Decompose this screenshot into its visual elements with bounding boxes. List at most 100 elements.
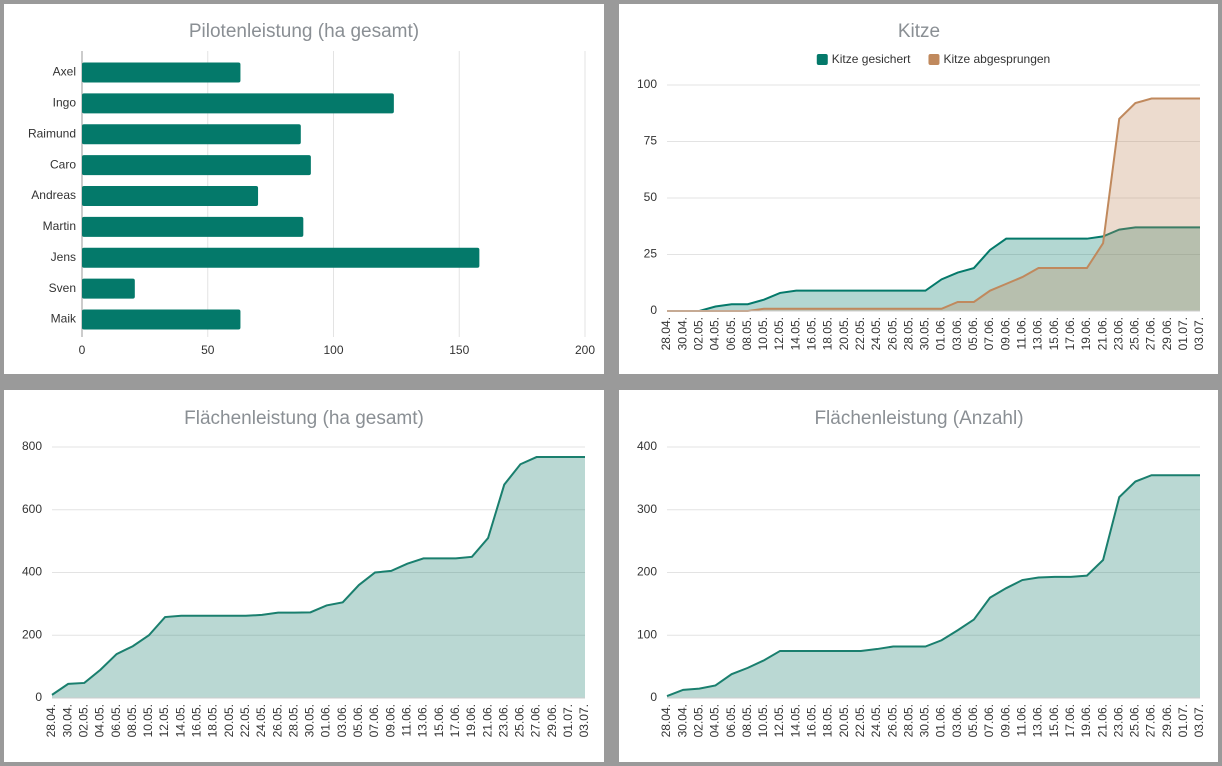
- x-tick-label: 29.06.: [545, 704, 559, 737]
- x-tick-label: 13.06.: [1031, 317, 1045, 350]
- y-tick-label: Axel: [53, 65, 76, 79]
- x-tick-label: 22.05.: [853, 704, 867, 737]
- x-tick-label: 19.06.: [1079, 317, 1093, 350]
- x-tick-label: 11.06.: [400, 704, 414, 736]
- x-tick-label: 18.05.: [821, 704, 835, 737]
- x-tick-label: 02.05.: [691, 317, 705, 350]
- bar: [82, 124, 301, 145]
- x-tick-label: 100: [323, 343, 343, 357]
- legend-label: Kitze gesichert: [832, 52, 911, 66]
- y-tick-label: 75: [644, 134, 658, 148]
- line: [51, 456, 585, 696]
- x-tick-label: 03.06.: [950, 704, 964, 737]
- y-tick-label: 600: [22, 502, 42, 516]
- x-tick-label: 07.06.: [982, 704, 996, 737]
- x-tick-label: 10.05.: [756, 704, 770, 737]
- x-tick-label: 30.04.: [675, 704, 689, 737]
- x-tick-label: 03.07.: [1192, 317, 1206, 350]
- line: [666, 474, 1200, 698]
- x-tick-label: 01.06.: [934, 317, 948, 350]
- x-tick-label: 13.06.: [416, 704, 430, 737]
- x-tick-label: 29.06.: [1160, 704, 1174, 737]
- x-tick-label: 26.05.: [885, 317, 899, 350]
- x-tick-label: 06.05.: [724, 704, 738, 737]
- x-tick-label: 28.05.: [901, 704, 915, 737]
- x-tick-label: 09.06.: [998, 317, 1012, 350]
- x-tick-label: 150: [449, 343, 469, 357]
- x-tick-label: 28.04.: [44, 704, 58, 737]
- x-tick-label: 26.05.: [270, 704, 284, 737]
- x-tick-label: 30.04.: [675, 317, 689, 350]
- x-tick-label: 14.05.: [788, 317, 802, 350]
- x-tick-label: 13.06.: [1031, 704, 1045, 737]
- x-tick-label: 27.06.: [529, 704, 543, 737]
- x-tick-label: 07.06.: [367, 704, 381, 737]
- y-tick-label: Sven: [49, 281, 76, 295]
- y-tick-label: 0: [35, 690, 42, 704]
- x-tick-label: 28.04.: [659, 704, 673, 737]
- x-tick-label: 01.07.: [561, 704, 575, 737]
- x-tick-label: 200: [575, 343, 595, 357]
- x-tick-label: 28.05.: [286, 704, 300, 737]
- x-tick-label: 18.05.: [821, 317, 835, 350]
- x-tick-label: 01.06.: [319, 704, 333, 737]
- y-tick-label: 400: [22, 565, 42, 579]
- y-tick-label: Ingo: [53, 96, 77, 110]
- x-tick-label: 17.06.: [448, 704, 462, 737]
- y-tick-label: Raimund: [28, 126, 76, 140]
- x-tick-label: 30.05.: [303, 704, 317, 737]
- x-tick-label: 15.06.: [432, 704, 446, 737]
- x-tick-label: 22.05.: [238, 704, 252, 737]
- x-tick-label: 21.06.: [1095, 317, 1109, 350]
- x-tick-label: 12.05.: [772, 317, 786, 350]
- x-tick-label: 25.06.: [1128, 704, 1142, 737]
- x-tick-label: 08.05.: [740, 704, 754, 737]
- x-tick-label: 24.05.: [869, 317, 883, 350]
- x-tick-label: 03.07.: [577, 704, 591, 737]
- x-tick-label: 25.06.: [1128, 317, 1142, 350]
- x-tick-label: 11.06.: [1015, 704, 1029, 736]
- panel: [619, 4, 1218, 374]
- y-tick-label: 200: [22, 627, 42, 641]
- x-tick-label: 18.05.: [206, 704, 220, 737]
- x-tick-label: 19.06.: [1079, 704, 1093, 737]
- bar: [82, 186, 259, 206]
- chart-title: Flächenleistung (ha gesamt): [184, 408, 424, 429]
- x-tick-label: 26.05.: [885, 704, 899, 737]
- x-tick-label: 17.06.: [1063, 704, 1077, 737]
- x-tick-label: 24.05.: [254, 704, 268, 737]
- bar: [82, 155, 311, 176]
- y-tick-label: Martin: [43, 219, 76, 233]
- x-tick-label: 50: [201, 343, 215, 357]
- area: [667, 227, 1200, 311]
- x-tick-label: 01.07.: [1176, 317, 1190, 350]
- x-tick-label: 02.05.: [76, 704, 90, 737]
- y-tick-label: 300: [637, 502, 657, 516]
- x-tick-label: 09.06.: [998, 704, 1012, 737]
- x-tick-label: 02.05.: [691, 704, 705, 737]
- x-tick-label: 20.05.: [222, 704, 236, 737]
- bar: [82, 93, 394, 114]
- x-tick-label: 06.05.: [724, 317, 738, 350]
- x-tick-label: 15.06.: [1047, 317, 1061, 350]
- x-tick-label: 05.06.: [351, 704, 365, 737]
- x-tick-label: 24.05.: [869, 704, 883, 737]
- legend-swatch: [928, 54, 940, 65]
- x-tick-label: 28.04.: [659, 317, 673, 350]
- x-tick-label: 04.05.: [708, 317, 722, 350]
- x-tick-label: 15.06.: [1047, 704, 1061, 737]
- x-tick-label: 08.05.: [125, 704, 139, 737]
- x-tick-label: 20.05.: [837, 317, 851, 350]
- x-tick-label: 14.05.: [173, 704, 187, 737]
- bar: [82, 309, 241, 330]
- x-tick-label: 16.05.: [805, 317, 819, 350]
- y-tick-label: Jens: [51, 250, 76, 264]
- x-tick-label: 21.06.: [1095, 704, 1109, 737]
- x-tick-label: 05.06.: [966, 704, 980, 737]
- x-tick-label: 04.05.: [708, 704, 722, 737]
- y-tick-label: 0: [650, 690, 657, 704]
- panel: [619, 390, 1218, 762]
- bar: [82, 62, 241, 83]
- y-tick-label: Caro: [50, 157, 76, 171]
